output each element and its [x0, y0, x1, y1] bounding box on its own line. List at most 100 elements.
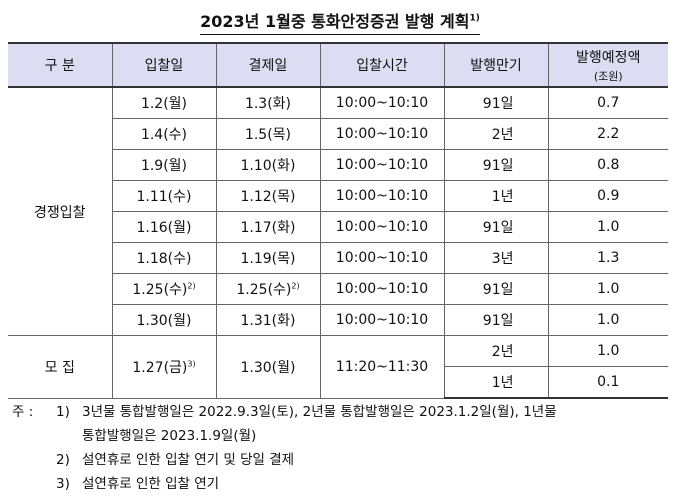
footnote-line: 3) 설연휴로 인한 입찰 연기	[12, 472, 674, 496]
bid-time: 10:00~10:10	[319, 211, 445, 243]
header-amount-label: 발행예정액	[576, 49, 641, 66]
group-label-subscription: 모 집	[8, 335, 113, 399]
settle-date-cell: 1.17(화)	[215, 211, 321, 243]
footnote-lead	[12, 424, 56, 448]
footnote-line: 통합발행일은 2023.1.9일(월)	[12, 424, 674, 448]
header-bid-date: 입찰일	[111, 42, 217, 88]
bid-date: 1.25(수)	[132, 282, 188, 298]
bid-date: 1.11(수)	[136, 189, 192, 205]
header-amount: 발행예정액 (조원)	[547, 42, 668, 88]
settle-date-cell: 1.25(수)2)	[215, 273, 321, 305]
table-row: 1.16(월) 1.17(화) 10:00~10:10 91일 1.0	[8, 211, 668, 243]
amount: 1.0	[547, 273, 668, 305]
bid-time: 10:00~10:10	[319, 149, 445, 181]
footnote-number: 3)	[56, 476, 70, 492]
bid-date: 1.27(금)	[132, 359, 188, 376]
settle-date-cell: 1.12(목)	[215, 180, 321, 212]
header-bid-time: 입찰시간	[319, 42, 445, 88]
settle-date-cell: 1.31(화)	[215, 304, 321, 336]
bid-date: 1.2(월)	[140, 96, 188, 112]
bid-date-note: 3)	[187, 359, 196, 369]
footnote-line: 2) 설연휴로 인한 입찰 연기 및 당일 결제	[12, 448, 674, 472]
footnotes: 주 : 1) 3년물 통합발행일은 2022.9.3일(토), 2년물 통합발행일은…	[12, 400, 674, 496]
settle-date: 1.19(목)	[240, 251, 296, 267]
footnote-number: 1)	[56, 404, 70, 420]
settle-date: 1.17(화)	[240, 220, 296, 236]
table-row: 1.9(월) 1.10(화) 10:00~10:10 91일 0.8	[8, 149, 668, 181]
bid-date-cell: 1.9(월)	[112, 149, 217, 181]
bid-date-cell: 1.4(수)	[112, 118, 217, 150]
bid-date-note: 2)	[187, 281, 196, 291]
title-text-wrap: 2023년 1월중 통화안정증권 발행 계획1)	[200, 8, 480, 35]
maturity: 1년	[443, 180, 549, 212]
bid-time: 10:00~10:10	[319, 242, 445, 274]
bid-time: 10:00~10:10	[319, 180, 445, 212]
header-maturity: 발행만기	[443, 42, 549, 88]
footnote-text: 통합발행일은 2023.1.9일(월)	[82, 428, 257, 444]
amount: 0.8	[547, 149, 668, 181]
header-settle-date: 결제일	[215, 42, 321, 88]
amount: 1.0	[547, 335, 668, 367]
settle-date-note: 2)	[291, 281, 300, 291]
footnote-lead: 주 :	[12, 404, 34, 420]
settle-date-cell: 1.19(목)	[215, 242, 321, 274]
footnote-lead	[12, 472, 56, 496]
table-row: 모 집 1.27(금)3) 1.30(월) 11:20~11:30 2년 1.0	[8, 335, 668, 399]
settle-date: 1.31(화)	[240, 313, 296, 329]
maturity: 2년	[443, 118, 549, 150]
amount: 0.9	[547, 180, 668, 212]
bid-date-cell: 1.30(월)	[112, 304, 217, 336]
bid-date: 1.9(월)	[140, 158, 188, 174]
amount: 0.7	[547, 86, 668, 119]
bid-date: 1.18(수)	[136, 251, 192, 267]
bid-date-cell: 1.16(월)	[112, 211, 217, 243]
bid-date-cell: 1.25(수)2)	[112, 273, 217, 305]
footnote-text: 설연휴로 인한 입찰 연기	[82, 476, 220, 492]
header-amount-unit: (조원)	[593, 69, 623, 83]
footnote-lead	[12, 448, 56, 472]
maturity: 91일	[443, 304, 549, 336]
footnote-number	[56, 424, 82, 448]
settle-date: 1.30(월)	[215, 335, 321, 399]
maturity: 91일	[443, 273, 549, 305]
footnote-text: 설연휴로 인한 입찰 연기 및 당일 결제	[82, 452, 295, 468]
amount: 2.2	[547, 118, 668, 150]
bid-date-cell: 1.18(수)	[112, 242, 217, 274]
amount: 1.0	[547, 304, 668, 336]
table-row: 경쟁입찰 1.2(월) 1.3(화) 10:00~10:10 91일 0.7	[8, 86, 668, 336]
table-row: 1.30(월) 1.31(화) 10:00~10:10 91일 1.0	[8, 304, 668, 336]
bid-date: 1.30(월)	[136, 313, 192, 329]
bid-date: 1.4(수)	[140, 127, 188, 143]
bid-time: 10:00~10:10	[319, 118, 445, 150]
settle-date-cell: 1.5(목)	[215, 118, 321, 150]
maturity: 2년	[443, 335, 549, 367]
maturity: 91일	[443, 211, 549, 243]
footnote-text: 3년물 통합발행일은 2022.9.3일(토), 2년물 통합발행일은 2023…	[82, 404, 557, 420]
settle-date: 1.12(목)	[240, 189, 296, 205]
table-row: 1.11(수) 1.12(목) 10:00~10:10 1년 0.9	[8, 180, 668, 212]
title-text: 2023년 1월중 통화안정증권 발행 계획	[200, 12, 470, 31]
bid-time: 10:00~10:10	[319, 273, 445, 305]
page-title: 2023년 1월중 통화안정증권 발행 계획1)	[0, 8, 680, 35]
bid-time: 11:20~11:30	[319, 335, 445, 399]
table-row: 1.25(수)2) 1.25(수)2) 10:00~10:10 91일 1.0	[8, 273, 668, 305]
bid-time: 10:00~10:10	[319, 304, 445, 336]
footnote-number: 2)	[56, 452, 70, 468]
header-row: 구 분 입찰일 결제일 입찰시간 발행만기 발행예정액 (조원)	[8, 42, 668, 88]
bid-date-cell: 1.27(금)3)	[111, 335, 217, 399]
maturity: 91일	[443, 86, 549, 119]
settle-date: 1.5(목)	[244, 127, 292, 143]
table-row: 1.18(수) 1.19(목) 10:00~10:10 3년 1.3	[8, 242, 668, 274]
header-category: 구 분	[8, 42, 113, 88]
bid-time: 10:00~10:10	[319, 86, 445, 119]
amount: 1.3	[547, 242, 668, 274]
maturity: 1년	[444, 366, 549, 399]
settle-date: 1.10(화)	[240, 158, 296, 174]
amount: 1.0	[547, 211, 668, 243]
maturity: 3년	[443, 242, 549, 274]
footnote-line: 주 : 1) 3년물 통합발행일은 2022.9.3일(토), 2년물 통합발행일은…	[12, 400, 674, 424]
settle-date: 1.25(수)	[236, 282, 292, 298]
settle-date: 1.3(화)	[244, 96, 292, 112]
group-label-competitive: 경쟁입찰	[8, 86, 113, 336]
bid-date-cell: 1.11(수)	[112, 180, 217, 212]
